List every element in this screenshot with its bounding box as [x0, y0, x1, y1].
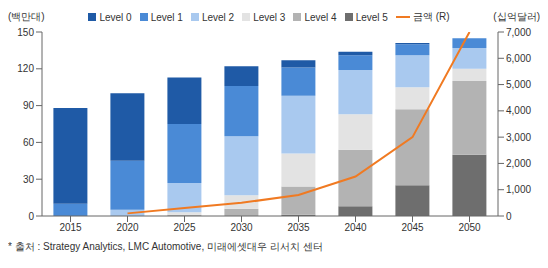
svg-text:2035: 2035 [287, 222, 310, 233]
html-text:(십억달러): (십억달러) [493, 11, 540, 22]
svg-text:150: 150 [17, 27, 34, 38]
svg-text:30: 30 [23, 174, 35, 185]
svg-text:2025: 2025 [173, 222, 196, 233]
html-text:Level 4: Level 4 [304, 11, 337, 23]
svg-text:2050: 2050 [458, 222, 481, 233]
svg-text:3,000: 3,000 [506, 132, 531, 143]
svg-text:7,000: 7,000 [506, 27, 531, 38]
svg-text:60: 60 [23, 137, 35, 148]
html-text:Level 1: Level 1 [150, 11, 183, 23]
svg-text:1,000: 1,000 [506, 184, 531, 195]
svg-text:2,000: 2,000 [506, 158, 531, 169]
html-text:Level 2: Level 2 [201, 11, 235, 23]
svg-text:2020: 2020 [116, 222, 139, 233]
svg-text:2045: 2045 [401, 222, 424, 233]
svg-text:5,000: 5,000 [506, 79, 531, 90]
svg-text:2040: 2040 [344, 222, 367, 233]
svg-text:2030: 2030 [230, 222, 253, 233]
svg-text:90: 90 [23, 100, 35, 111]
html-text:금액 (R): 금액 (R) [412, 11, 450, 22]
html-text:Level 5: Level 5 [355, 11, 388, 23]
svg-text:2015: 2015 [59, 222, 82, 233]
html-text:(백만대): (백만대) [8, 11, 45, 22]
svg-text:4,000: 4,000 [506, 105, 531, 116]
svg-text:0: 0 [506, 211, 512, 222]
svg-text:6,000: 6,000 [506, 53, 531, 64]
html-text:Level 3: Level 3 [253, 11, 286, 23]
svg-text:120: 120 [17, 63, 34, 74]
html-text:* 출처 : Strategy Analytics, LMC: * 출처 : Strategy Analytics, LMC Automotiv… [8, 241, 323, 252]
html-text:Level 0: Level 0 [99, 11, 132, 23]
svg-text:0: 0 [28, 211, 34, 222]
